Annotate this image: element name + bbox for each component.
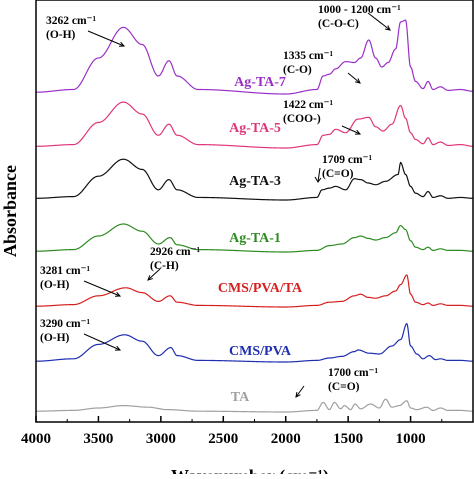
series-line-4 xyxy=(36,274,473,308)
annotation-text: (O-H) xyxy=(40,332,70,344)
annotation-text: 3262 cm⁻¹ xyxy=(46,15,96,27)
series-line-5 xyxy=(36,322,473,363)
series-label-0: Ag-TA-7 xyxy=(234,75,286,90)
y-axis-label: Absorbance xyxy=(0,165,20,257)
x-tick-label: 2000 xyxy=(271,431,301,447)
annotation-arrow-head xyxy=(147,275,153,281)
annotation-arrow-head xyxy=(118,41,126,47)
series-layer xyxy=(36,19,474,413)
x-tick-layer: 4000 3500 3000 2500 2000 1500 1000 xyxy=(21,416,443,447)
series-line-0 xyxy=(36,19,474,95)
series-label-1: Ag-TA-5 xyxy=(229,121,281,136)
annotation-arrow xyxy=(367,12,391,31)
annotation-text: (C-O) xyxy=(283,64,312,76)
annotation-text: 1422 cm⁻¹ xyxy=(283,99,333,111)
annotation-arrow-head xyxy=(314,176,322,183)
annotation-text: (C-H) xyxy=(150,260,179,272)
annotation-arrow xyxy=(317,167,321,183)
annotation-text: 3290 cm⁻¹ xyxy=(40,318,90,330)
annotation-arrow xyxy=(83,280,121,297)
annotation-arrow xyxy=(83,333,121,351)
annotation-arrow xyxy=(295,385,305,398)
annotation-arrow-head xyxy=(385,25,391,31)
x-tick-label: 1000 xyxy=(396,431,426,447)
x-tick-label: 1500 xyxy=(333,431,363,447)
annotation-arrow-head xyxy=(114,291,122,297)
annotation-arrow-head xyxy=(354,129,362,135)
annotation-arrow xyxy=(147,268,161,281)
series-line-6 xyxy=(36,398,473,413)
annotation-text: (O-H) xyxy=(40,279,70,291)
annotation-arrow xyxy=(347,72,361,84)
series-label-layer: Ag-TA-7 Ag-TA-5 Ag-TA-3 Ag-TA-1 CMS/PVA/TA CM… xyxy=(218,75,303,405)
series-label-3: Ag-TA-1 xyxy=(229,231,281,246)
annotation-arrow xyxy=(341,125,361,135)
annotation-text: 1700 cm⁻¹ xyxy=(328,367,378,379)
x-tick-label: 2500 xyxy=(208,431,238,447)
series-label-6: TA xyxy=(231,390,250,405)
x-tick-label: 3500 xyxy=(83,431,113,447)
annotation-text: (O-H) xyxy=(46,29,76,41)
annotation-arrow xyxy=(87,30,125,47)
annotation-text: (C=O) xyxy=(328,381,360,393)
series-line-2 xyxy=(36,158,474,201)
annotation-arrow-head xyxy=(114,345,122,351)
annotation-text: 1000 - 1200 cm⁻¹ xyxy=(318,4,401,16)
x-tick-label: 3000 xyxy=(146,431,176,447)
series-line-3 xyxy=(36,223,473,253)
annotation-text: 1335 cm⁻¹ xyxy=(283,50,333,62)
series-label-5: CMS/PVA xyxy=(229,344,292,359)
series-label-4: CMS/PVA/TA xyxy=(218,281,303,296)
annotation-text: (C=O) xyxy=(322,168,354,180)
annotation-text: 1709 cm⁻¹ xyxy=(322,154,372,166)
annotation-text: (COO-) xyxy=(283,113,321,125)
annotation-layer: 3262 cm⁻¹ (O-H) 1000 - 1200 cm⁻¹ (C-O-C) 133… xyxy=(40,4,401,398)
series-line-1 xyxy=(36,101,474,149)
annotation-text: (C-O-C) xyxy=(318,18,359,30)
x-axis-label: Wavenumber (cm⁻¹) xyxy=(171,466,329,474)
annotation-text: 3281 cm⁻¹ xyxy=(40,265,90,277)
annotation-text: 2926 cm⁻¹ xyxy=(150,246,200,258)
annotation-arrow-head xyxy=(295,391,301,398)
x-tick-label: 4000 xyxy=(21,431,51,447)
series-label-2: Ag-TA-3 xyxy=(229,174,281,189)
annotation-arrow-head xyxy=(355,78,361,84)
